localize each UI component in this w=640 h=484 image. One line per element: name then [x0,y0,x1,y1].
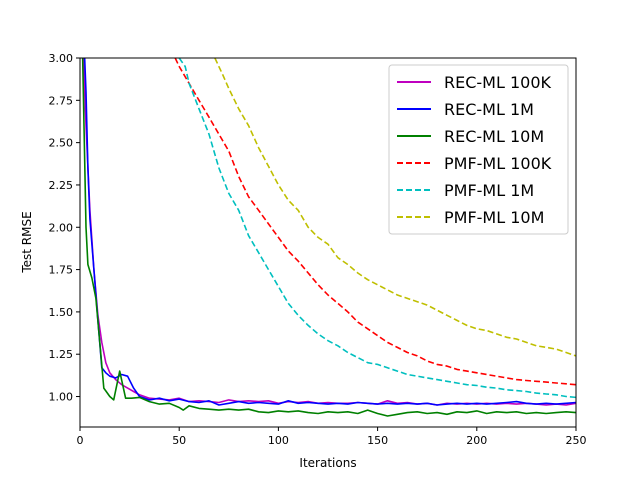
y-tick-label: 1.75 [49,264,74,277]
y-tick-label: 1.50 [49,306,74,319]
x-tick-label: 250 [566,434,587,447]
x-tick-label: 100 [268,434,289,447]
x-tick-label: 0 [77,434,84,447]
legend-box [388,64,569,235]
y-tick-label: 1.00 [49,391,74,404]
series-line-3 [174,58,576,386]
series-line-5 [214,58,576,357]
x-tick-label: 150 [367,434,388,447]
y-tick-label: 2.00 [49,221,74,234]
y-axis: 1.00 1.25 1.50 1.75 2.00 2.25 2.50 2.75 3.00 [49,52,80,404]
legend-label: REC-ML 100K [444,73,552,92]
series-line-1 [83,58,576,406]
plot-frame [79,57,577,428]
series-layer [81,58,576,417]
legend-label: REC-ML 1M [444,100,534,119]
legend-label: PMF-ML 10M [444,208,544,227]
x-axis: 0 50 100 150 200 250 [77,427,587,447]
y-tick-label: 3.00 [49,52,74,65]
series-line-4 [178,58,576,399]
y-tick-label: 2.50 [49,137,74,150]
y-tick-label: 1.25 [49,348,74,361]
y-tick-label: 2.25 [49,179,74,192]
legend-label: REC-ML 10M [444,127,544,146]
y-axis-label: Test RMSE [20,211,34,273]
legend-label: PMF-ML 100K [444,154,552,173]
y-tick-label: 2.75 [49,94,74,107]
legend: REC-ML 100K REC-ML 1M REC-ML 10M PMF-ML 100… [388,64,569,235]
x-axis-label: Iterations [299,456,356,470]
legend-label: PMF-ML 1M [444,181,534,200]
x-tick-label: 50 [172,434,186,447]
series-line-2 [81,58,576,417]
x-tick-label: 200 [466,434,487,447]
